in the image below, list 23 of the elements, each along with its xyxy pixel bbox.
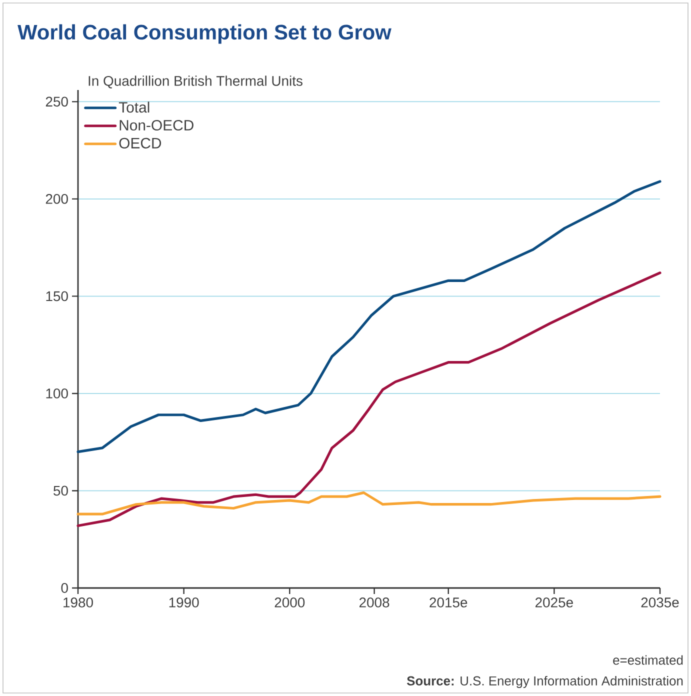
chart-title: World Coal Consumption Set to Grow	[18, 24, 392, 44]
x-tick-label: 1980	[64, 598, 93, 608]
y-tick-label: 100	[46, 388, 68, 398]
y-tick-label: 50	[54, 486, 68, 496]
x-tick-label: 1990	[169, 598, 199, 608]
y-tick-label: 150	[46, 291, 68, 302]
line-series	[76, 491, 662, 516]
x-tick-label: 2015e	[430, 598, 468, 608]
line-series	[76, 272, 662, 528]
legend-label: Non-OECD	[120, 120, 194, 131]
x-tick-label: 2035e	[641, 598, 679, 608]
legend-label: OECD	[119, 138, 162, 148]
legend-label: Total	[118, 102, 150, 113]
y-tick-label: 200	[46, 194, 68, 204]
x-tick-label: 2008	[359, 598, 390, 608]
line-series	[76, 180, 662, 454]
text: e=estimated	[613, 655, 683, 665]
y-tick-label: 0	[61, 583, 68, 593]
y-tick-label: 250	[46, 96, 68, 107]
chart-subtitle: In Quadrillion British Thermal Units	[88, 76, 302, 88]
x-tick-label: 2025e	[535, 598, 573, 608]
x-tick-label: 2000	[274, 598, 305, 608]
text: Source: U.S. Energy Information Administration	[406, 676, 683, 688]
